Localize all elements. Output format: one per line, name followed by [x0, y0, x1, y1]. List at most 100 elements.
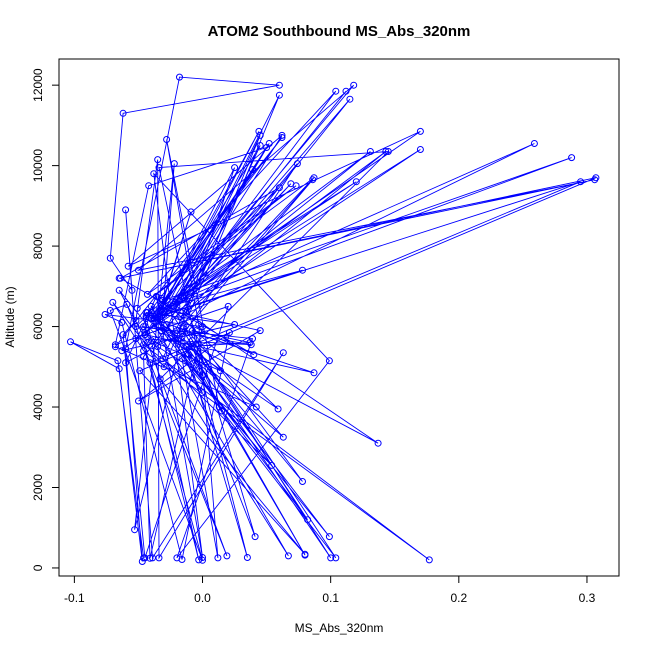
data-point	[131, 526, 139, 534]
data-point	[122, 345, 130, 353]
data-point	[425, 556, 433, 564]
data-point	[268, 461, 276, 469]
data-point	[114, 357, 122, 365]
data-point	[115, 365, 123, 373]
data-point	[352, 178, 360, 186]
y-axis-label: Altitude (m)	[3, 286, 17, 347]
data-point	[163, 321, 171, 328]
data-point	[249, 166, 256, 174]
data-point	[177, 292, 185, 300]
y-tick-label: 6000	[31, 313, 45, 340]
data-point	[416, 146, 424, 153]
data-point	[310, 174, 318, 182]
data-point	[223, 552, 231, 560]
data-point	[167, 335, 174, 343]
data-point	[118, 347, 126, 355]
data-point	[182, 309, 190, 316]
data-point	[170, 160, 178, 168]
data-point	[101, 311, 109, 318]
data-point	[106, 307, 114, 314]
data-point	[111, 341, 119, 349]
x-axis-label: MS_Abs_320nm	[295, 621, 384, 635]
data-point	[158, 327, 165, 335]
data-point	[179, 323, 187, 331]
data-point	[173, 302, 181, 310]
data-point	[128, 286, 136, 294]
data-point	[279, 433, 287, 441]
data-point	[160, 363, 168, 371]
data-point	[173, 327, 181, 335]
data-point	[181, 294, 189, 302]
data-point	[327, 554, 335, 562]
data-point	[278, 131, 286, 139]
data-point	[132, 323, 140, 331]
data-point	[154, 323, 162, 331]
data-point	[176, 73, 183, 81]
data-point	[174, 335, 182, 343]
data-point	[118, 319, 126, 326]
data-point	[109, 298, 117, 306]
data-point	[158, 294, 165, 302]
data-point	[115, 274, 123, 282]
data-point	[184, 351, 192, 359]
data-point	[141, 554, 149, 562]
y-tick-label: 4000	[31, 393, 45, 420]
x-tick-label: 0.1	[322, 591, 339, 605]
data-point	[183, 343, 191, 351]
data-point	[135, 266, 142, 274]
data-point	[256, 142, 264, 149]
data-point	[136, 367, 144, 375]
data-point	[246, 339, 254, 347]
data-point	[122, 359, 130, 367]
data-point	[225, 329, 233, 337]
data-point	[178, 355, 186, 363]
data-point	[275, 91, 283, 99]
data-point	[154, 343, 162, 351]
chart-title: ATOM2 Southbound MS_Abs_320nm	[208, 23, 471, 40]
data-point	[265, 140, 273, 147]
y-tick-label: 12000	[31, 68, 45, 102]
series-layer	[67, 73, 600, 565]
data-point	[309, 176, 317, 184]
data-point	[154, 156, 162, 164]
data-point	[141, 331, 149, 339]
data-point	[568, 154, 576, 162]
data-point	[155, 164, 163, 172]
data-point	[67, 338, 74, 346]
data-point	[135, 397, 142, 405]
data-point	[250, 351, 258, 359]
data-point	[217, 367, 224, 375]
data-point	[154, 313, 162, 320]
data-point	[332, 87, 340, 95]
x-tick-label: 0.2	[450, 591, 467, 605]
data-point	[119, 331, 127, 339]
data-point	[143, 339, 151, 347]
data-point	[146, 554, 154, 562]
data-point	[231, 321, 239, 328]
data-point	[147, 337, 155, 345]
data-point	[133, 304, 141, 312]
data-point	[299, 478, 306, 485]
data-point	[195, 321, 203, 328]
data-point	[214, 554, 222, 562]
data-point	[188, 327, 196, 335]
data-point	[150, 315, 158, 322]
data-point	[111, 343, 119, 351]
data-point	[256, 327, 264, 335]
data-point	[163, 136, 171, 143]
y-tick-label: 0	[31, 564, 45, 571]
y-tick-label: 10000	[31, 149, 45, 183]
data-point	[199, 323, 206, 331]
data-point	[284, 552, 292, 560]
data-point	[187, 208, 195, 216]
data-point	[292, 182, 300, 190]
data-point	[146, 359, 154, 367]
data-point	[169, 302, 177, 310]
data-point	[366, 148, 374, 155]
data-point	[274, 405, 282, 413]
data-point	[188, 337, 196, 345]
data-point	[142, 315, 150, 322]
series-line	[70, 76, 597, 562]
data-point	[124, 262, 132, 270]
data-point	[275, 184, 283, 192]
